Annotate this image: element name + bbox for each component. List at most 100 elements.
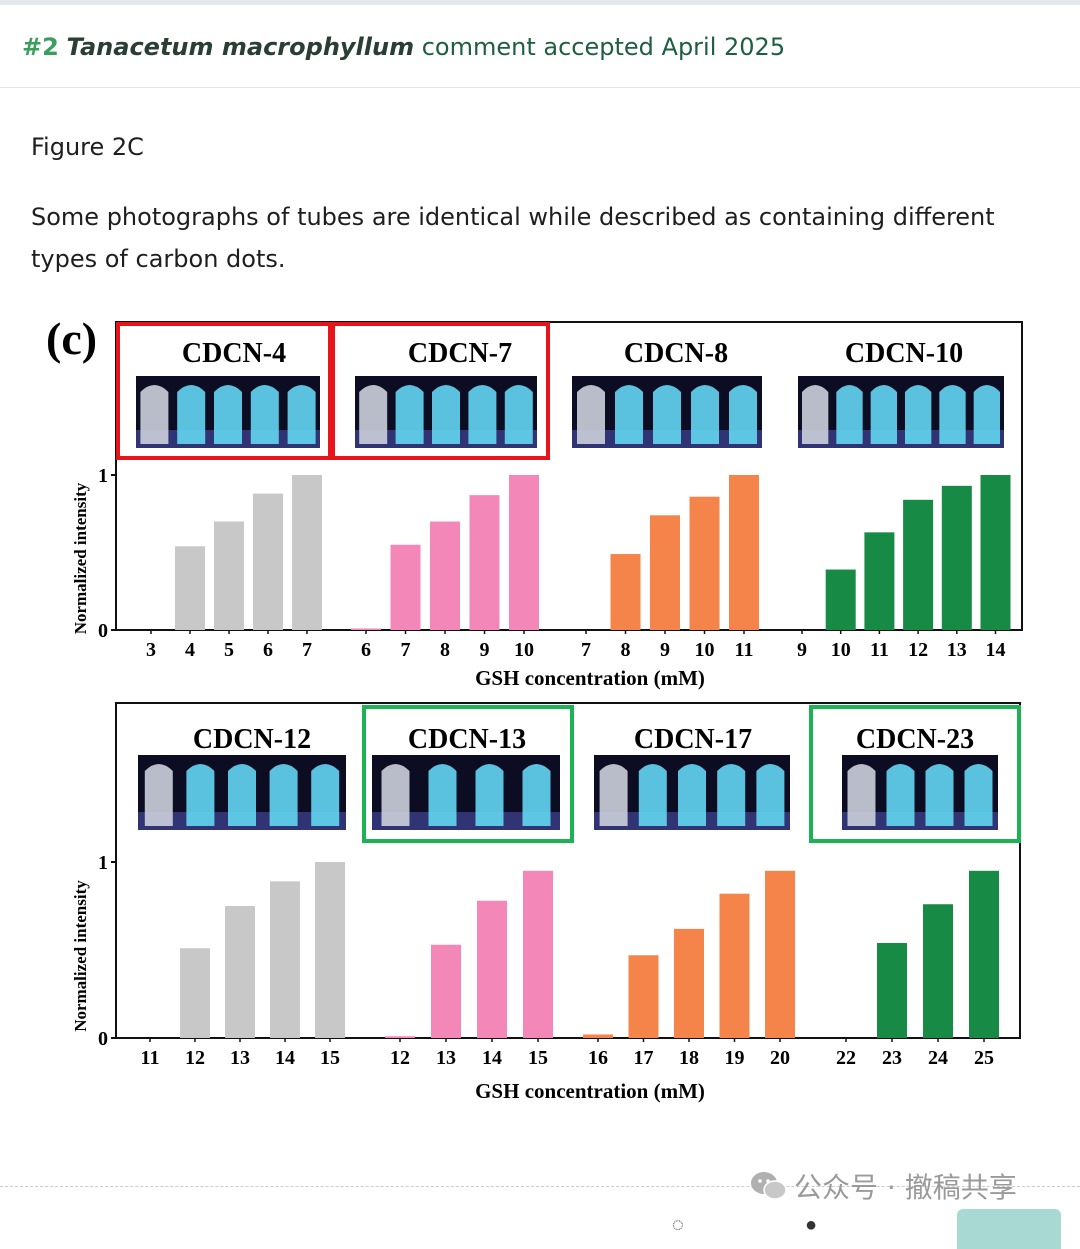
tube-photo-floor: [798, 430, 1004, 448]
tube: [228, 764, 256, 826]
tube: [577, 385, 605, 444]
bar: [610, 554, 641, 630]
bar: [180, 948, 210, 1038]
x-tick-label: 19: [725, 1047, 745, 1069]
x-tick-label: 14: [275, 1047, 295, 1069]
teal-action-button[interactable]: [957, 1209, 1061, 1249]
bar: [351, 628, 381, 630]
group-title: CDCN-10: [845, 338, 963, 369]
tube: [504, 385, 533, 444]
x-tick-label: 22: [836, 1047, 856, 1069]
x-tick-label: 11: [870, 639, 889, 661]
x-tick-label: 4: [185, 639, 195, 661]
x-tick-label: 15: [320, 1047, 340, 1069]
x-tick-label: 16: [588, 1047, 608, 1069]
bar: [225, 906, 255, 1038]
tube: [287, 385, 316, 444]
x-tick-label: 12: [390, 1047, 410, 1069]
group-title: CDCN-7: [408, 338, 512, 369]
bar: [765, 870, 795, 1038]
tube: [973, 385, 1000, 444]
tube: [615, 385, 643, 444]
bar: [650, 515, 680, 630]
bar: [292, 475, 322, 630]
tube: [140, 385, 169, 444]
bar: [729, 475, 759, 630]
panel-label: (c): [46, 313, 97, 364]
x-axis-label: GSH concentration (mM): [475, 666, 705, 690]
x-tick-label: 20: [770, 1047, 790, 1069]
x-tick-label: 23: [882, 1047, 902, 1069]
tube: [691, 385, 719, 444]
tube: [432, 385, 460, 444]
bar: [509, 475, 539, 630]
x-tick-label: 10: [695, 639, 715, 661]
x-axis-label: GSH concentration (mM): [475, 1079, 705, 1103]
highlight-box: [809, 705, 1021, 843]
bar: [253, 493, 283, 630]
x-tick-label: 8: [440, 639, 450, 661]
x-tick-label: 6: [361, 639, 371, 661]
y-tick-label: 1: [98, 465, 108, 487]
x-tick-label: 17: [634, 1047, 654, 1069]
bar: [431, 944, 461, 1038]
x-tick-label: 9: [797, 639, 807, 661]
tube: [311, 764, 340, 826]
bar: [689, 496, 720, 630]
comment-title: #2 Tanacetum macrophyllum comment accept…: [22, 33, 785, 61]
x-tick-label: 13: [947, 639, 967, 661]
tube: [836, 385, 863, 444]
comment-status: comment accepted April 2025: [421, 33, 786, 61]
tube: [522, 764, 551, 826]
y-tick-label: 0: [98, 1028, 108, 1050]
x-tick-label: 11: [735, 639, 754, 661]
tube: [678, 764, 706, 826]
tube: [214, 385, 242, 444]
tube: [802, 385, 829, 444]
tube: [475, 764, 504, 826]
group-title: CDCN-4: [182, 338, 286, 369]
y-tick-label: 1: [98, 852, 108, 874]
tube: [847, 764, 876, 826]
bar: [523, 870, 553, 1038]
bar: [674, 928, 704, 1038]
x-tick-label: 6: [263, 639, 273, 661]
highlight-box: [362, 705, 574, 843]
comment-number[interactable]: #2: [22, 33, 59, 61]
tube: [638, 764, 667, 826]
bar: [270, 881, 300, 1038]
bar: [385, 1036, 415, 1038]
x-tick-label: 25: [974, 1047, 994, 1069]
x-tick-label: 14: [986, 639, 1006, 661]
x-tick-label: 13: [230, 1047, 250, 1069]
bar: [390, 544, 421, 630]
tube-photo-floor: [842, 812, 998, 830]
group-title: CDCN-23: [856, 724, 974, 755]
tube-photo-floor: [372, 812, 560, 830]
tube: [905, 385, 932, 444]
tube: [925, 764, 954, 826]
tube: [729, 385, 757, 444]
x-tick-label: 12: [185, 1047, 205, 1069]
bar: [315, 862, 345, 1038]
x-tick-label: 14: [482, 1047, 502, 1069]
x-tick-label: 3: [146, 639, 156, 661]
tube: [468, 385, 497, 444]
x-tick-label: 9: [480, 639, 490, 661]
tube: [964, 764, 993, 826]
person-icon[interactable]: ●: [805, 1214, 818, 1236]
bar: [923, 904, 953, 1038]
tube: [653, 385, 681, 444]
footer-divider: [0, 1186, 1080, 1187]
bar: [980, 475, 1011, 630]
y-axis-label: Normalized intensity: [71, 880, 90, 1032]
tube: [717, 764, 746, 826]
watermark: 公众号 · 撤稿共享: [750, 1166, 1017, 1209]
share-icon[interactable]: ◌: [672, 1214, 684, 1236]
bar: [214, 521, 244, 630]
tube: [395, 385, 424, 444]
species-name: Tanacetum macrophyllum: [66, 33, 415, 61]
bar: [628, 955, 659, 1038]
comment-description: Some photographs of tubes are identical …: [31, 203, 995, 273]
figure-2c: (c) 0 1 Normalized intensity GSH concentrat…: [46, 313, 1023, 1103]
